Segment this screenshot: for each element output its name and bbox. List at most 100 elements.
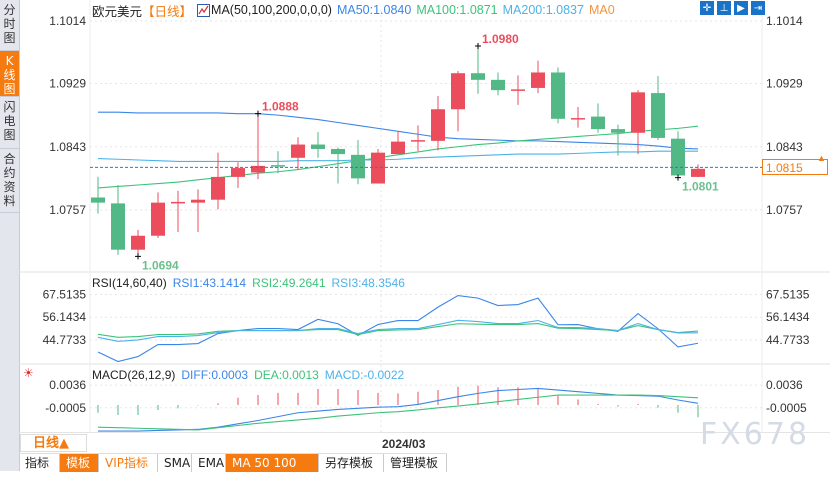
toolbar-indicators[interactable]: 指标 xyxy=(19,454,60,472)
rsi3-value: RSI3:48.3546 xyxy=(331,276,405,290)
sidebar-tab-flash[interactable]: 闪电图 xyxy=(0,97,19,149)
candle-body xyxy=(171,201,185,204)
candle xyxy=(191,189,205,233)
candle xyxy=(491,72,505,96)
candle xyxy=(591,103,605,133)
candle-body xyxy=(511,89,525,91)
extreme-marker xyxy=(135,253,141,260)
toolbar-sma[interactable]: SMA xyxy=(158,454,192,472)
dea-line xyxy=(97,394,699,431)
rsi-axis-tick-left: 44.7733 xyxy=(43,333,87,347)
candle xyxy=(311,132,325,158)
candle xyxy=(351,140,365,185)
price-axis-tick-left: 1.0843 xyxy=(49,140,86,154)
ma200-line xyxy=(97,150,698,163)
sidebar-tab-contract-info[interactable]: 合约资料 xyxy=(0,149,19,213)
toolbar-templates[interactable]: 模板 xyxy=(60,454,99,472)
price-axis-tick-right: 1.0843 xyxy=(766,140,803,154)
symbol-name: 欧元美元 xyxy=(92,4,143,19)
current-price-tag: 1.0815 xyxy=(762,159,828,175)
toolbar-ema[interactable]: EMA xyxy=(192,454,226,472)
candle-body xyxy=(431,109,445,141)
rsi2-value: RSI2:49.2641 xyxy=(252,276,326,290)
toolbar-ma-template[interactable]: MA 50 100 200 xyxy=(226,454,319,488)
main-header: 欧元美元 【日线】 MA(50,100,200,0,0,0) MA50:1.08… xyxy=(92,2,615,19)
extreme-marker xyxy=(675,174,681,181)
candle-body xyxy=(471,73,485,80)
candle xyxy=(211,152,225,210)
diff-value: DIFF:0.0003 xyxy=(181,368,249,382)
rsi2-line xyxy=(97,322,699,338)
rsi-axis-tick-left: 56.1434 xyxy=(43,310,87,324)
extreme-marker xyxy=(475,43,481,50)
ma50-line xyxy=(98,111,699,150)
chevron-up-icon[interactable]: ▲ xyxy=(817,153,826,163)
candle xyxy=(651,76,665,141)
period-label: 【日线】 xyxy=(142,4,193,19)
settings-sun-icon[interactable]: ☀ xyxy=(23,366,34,380)
candle xyxy=(471,46,485,94)
indicator-label[interactable]: MA(50,100,200,0,0,0) xyxy=(211,3,332,17)
macd-axis-tick-left: -0.0005 xyxy=(45,401,86,415)
bottom-toolbar: 指标 模板 VIP指标 SMA EMA MA 50 100 200 另存模板 管… xyxy=(19,453,447,488)
price-axis-tick-left: 1.0929 xyxy=(49,77,86,91)
macd-axis-tick-right: 0.0036 xyxy=(766,378,803,392)
date-bar: 日线▲ 2024/03 xyxy=(19,432,830,454)
watermark: FX678 xyxy=(700,417,811,452)
candle-body xyxy=(271,165,285,167)
candle xyxy=(571,107,585,128)
candle xyxy=(411,125,425,152)
candle-body xyxy=(151,202,165,236)
rsi-title: RSI(14,60,40) xyxy=(92,276,167,290)
candle-body xyxy=(391,141,405,155)
price-axis-tick-left: 1.0757 xyxy=(49,203,86,217)
rsi-axis-tick-right: 44.7733 xyxy=(766,333,810,347)
candle xyxy=(431,96,445,151)
candle xyxy=(391,132,405,155)
candle xyxy=(551,67,565,124)
candle-body xyxy=(691,168,705,177)
candle xyxy=(271,151,285,174)
candle-body xyxy=(311,144,325,149)
candle xyxy=(511,75,525,105)
ma100-value: MA100:1.0871 xyxy=(416,3,498,17)
candle-body xyxy=(531,72,545,88)
candle xyxy=(671,131,685,178)
period-select-button[interactable]: 日线▲ xyxy=(20,434,87,452)
candle-body xyxy=(591,116,605,130)
chart-area[interactable]: 1.1014 1.1014 1.0929 1.0929 1.0843 1.0843 1.07… xyxy=(0,0,830,453)
candle-body xyxy=(231,168,245,177)
play-icon[interactable]: ▶ xyxy=(734,1,748,15)
ma200-value: MA200:1.0837 xyxy=(502,3,584,17)
candle-body xyxy=(131,235,145,250)
candle xyxy=(451,71,465,132)
candle-body xyxy=(571,118,585,120)
toolbar-manage-templates[interactable]: 管理模板 xyxy=(384,454,447,472)
toolbar-vip-indicators[interactable]: VIP指标 xyxy=(99,454,158,472)
sidebar-tab-timeshare[interactable]: 分时图 xyxy=(0,0,19,51)
low-label: 1.0694 xyxy=(142,258,179,272)
price-axis-tick-right: 1.0757 xyxy=(766,203,803,217)
candle-body xyxy=(371,152,385,184)
candle-body xyxy=(91,197,105,203)
candle-body xyxy=(551,72,565,119)
range-icon[interactable]: ⊥ xyxy=(717,1,731,15)
rsi1-value: RSI1:43.1414 xyxy=(172,276,247,290)
exit-icon[interactable]: ⇥ xyxy=(751,1,765,15)
indicator-icon[interactable] xyxy=(197,3,211,17)
price-axis-tick-right: 1.0929 xyxy=(766,77,803,91)
candle-body xyxy=(491,79,505,91)
candle xyxy=(131,229,145,257)
toolbar-save-template[interactable]: 另存模板 xyxy=(319,454,384,472)
candle xyxy=(231,162,245,188)
rsi3-line xyxy=(97,319,699,342)
candle-body xyxy=(671,138,685,176)
crosshair-icon[interactable]: ✛ xyxy=(700,1,714,15)
ma0-value: MA0 xyxy=(588,3,615,17)
diff-line xyxy=(98,387,699,432)
candle xyxy=(631,90,645,155)
price-axis-tick-right: 1.1014 xyxy=(766,14,803,28)
macd-title: MACD(26,12,9) xyxy=(92,368,176,382)
candle-body xyxy=(351,154,365,179)
